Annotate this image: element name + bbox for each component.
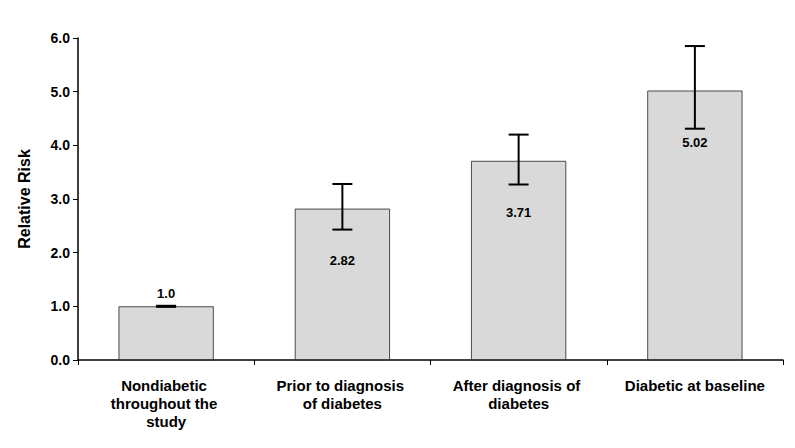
svg-text:2.0: 2.0: [51, 245, 71, 261]
svg-text:Diabetic at baseline: Diabetic at baseline: [625, 377, 765, 394]
svg-text:Relative Risk: Relative Risk: [16, 149, 33, 249]
svg-text:throughout the: throughout the: [111, 395, 222, 412]
svg-text:Nondiabetic: Nondiabetic: [121, 377, 211, 394]
svg-text:0.0: 0.0: [51, 352, 71, 368]
svg-text:2.82: 2.82: [330, 253, 355, 268]
svg-text:6.0: 6.0: [51, 30, 71, 46]
svg-text:Prior to diagnosis: Prior to diagnosis: [277, 377, 409, 394]
svg-text:5.0: 5.0: [51, 84, 71, 100]
svg-text:1.0: 1.0: [51, 298, 71, 314]
svg-text:After diagnosis of: After diagnosis of: [453, 377, 585, 394]
svg-text:diabetes: diabetes: [488, 395, 549, 412]
svg-text:3.0: 3.0: [51, 191, 71, 207]
svg-text:3.71: 3.71: [506, 205, 531, 220]
svg-text:of diabetes: of diabetes: [303, 395, 382, 412]
svg-text:4.0: 4.0: [51, 137, 71, 153]
svg-text:1.0: 1.0: [157, 286, 175, 301]
svg-text:study: study: [146, 413, 187, 430]
svg-text:5.02: 5.02: [682, 135, 707, 150]
